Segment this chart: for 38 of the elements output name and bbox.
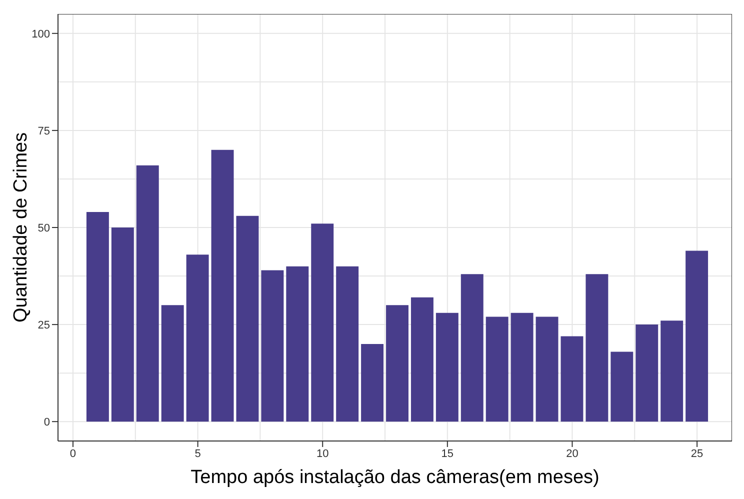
bar: [161, 305, 184, 422]
bar: [186, 254, 209, 422]
bar: [311, 224, 334, 422]
y-tick-label: 0: [44, 416, 50, 428]
x-tick-label: 20: [566, 448, 578, 460]
bar: [136, 165, 159, 422]
bar: [261, 270, 284, 422]
y-tick-label: 75: [38, 125, 50, 138]
bar: [560, 336, 584, 422]
bar: [686, 250, 708, 422]
bar: [486, 316, 508, 422]
bar: [660, 320, 684, 422]
bar: [111, 228, 134, 422]
bar: [636, 324, 658, 422]
y-tick-label: 100: [32, 28, 50, 40]
bar: [536, 316, 558, 422]
x-tick-label: 25: [690, 448, 704, 460]
x-tick-label: 10: [316, 448, 329, 460]
bar: [586, 274, 608, 422]
bar: [336, 266, 359, 422]
bar: [610, 352, 634, 422]
bar: [460, 274, 484, 422]
bar: [361, 344, 384, 422]
x-tick-label: 0: [70, 448, 76, 460]
x-tick-label: 15: [441, 448, 454, 460]
bar: [386, 305, 408, 422]
bar: [211, 150, 234, 422]
y-tick-label: 25: [38, 319, 50, 332]
x-tick-label: 5: [194, 448, 201, 460]
bar: [286, 266, 309, 422]
y-axis-title: Quantidade de Crimes: [10, 132, 32, 322]
y-tick-label: 50: [38, 222, 50, 234]
bar: [236, 216, 259, 422]
bar: [510, 312, 534, 422]
bar: [86, 212, 109, 422]
x-axis-title: Tempo após instalação das câmeras(em meses): [190, 467, 600, 488]
bar: [436, 312, 458, 422]
bar: [410, 297, 434, 422]
